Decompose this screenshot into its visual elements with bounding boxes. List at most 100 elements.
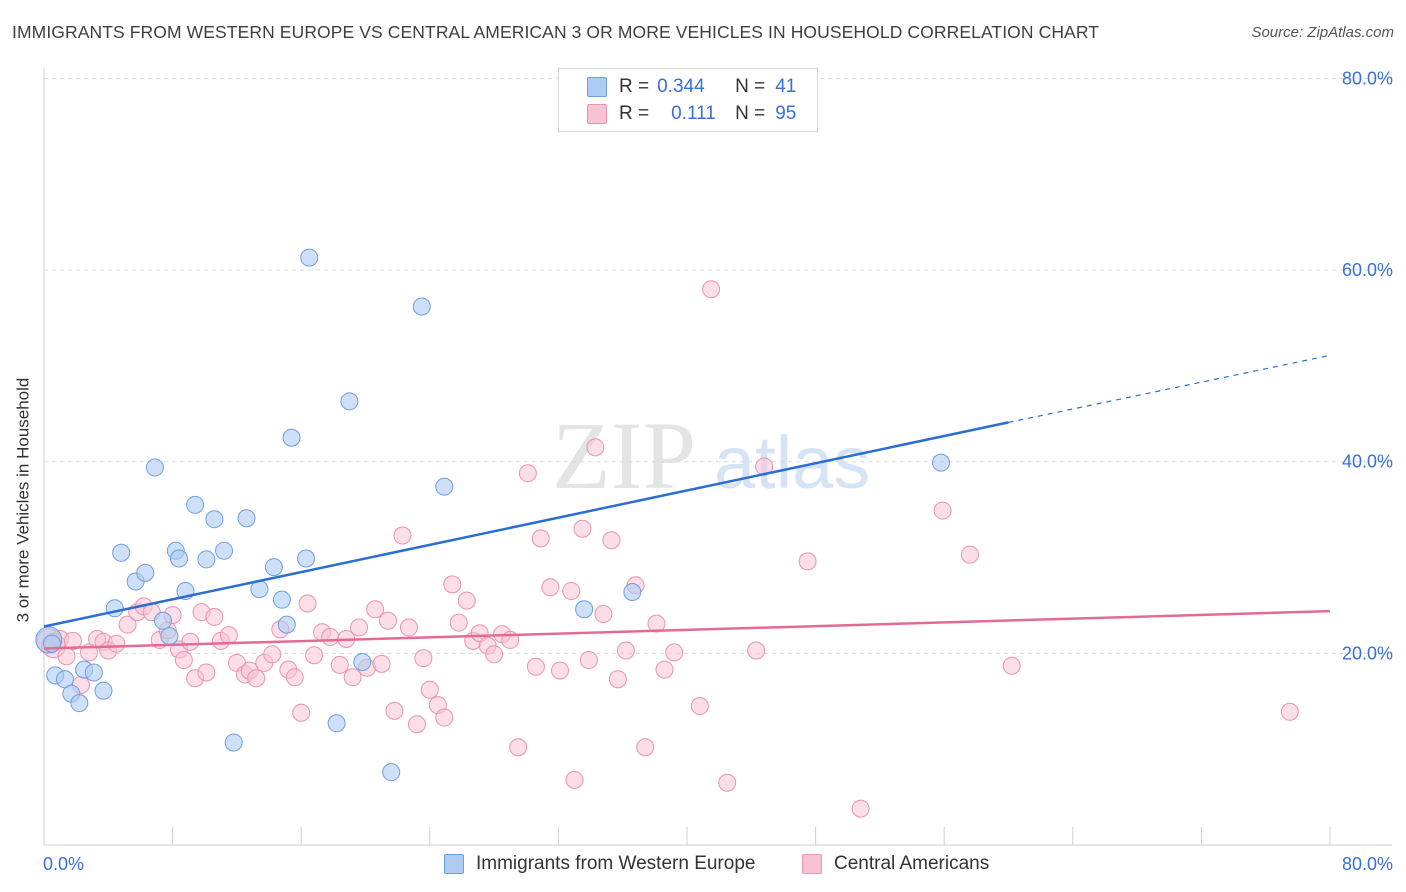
central-americans-point (321, 628, 340, 647)
series-swatch-pink (802, 854, 822, 874)
western-europe-point (94, 681, 113, 700)
series-legend-western-europe: Immigrants from Western Europe (444, 852, 755, 876)
central-americans-point (330, 655, 349, 674)
legend-r-value: 0.344 (657, 76, 705, 97)
central-americans-point (379, 611, 398, 630)
central-americans-point (485, 645, 504, 664)
western-europe-point (112, 543, 131, 562)
central-americans-point (702, 280, 721, 299)
western-europe-point (382, 763, 401, 782)
x-tick-label-min: 0.0% (43, 854, 84, 874)
central-americans-point (616, 641, 635, 660)
western-europe-points (35, 248, 950, 782)
central-americans-point (385, 701, 404, 720)
correlation-legend: R = 0.344 N = 41 R = 0.111 N = 95 (558, 68, 818, 132)
western-europe-point (435, 477, 454, 496)
central-americans-point (420, 680, 439, 699)
central-americans-point (960, 545, 979, 564)
central-americans-point (343, 668, 362, 687)
central-americans-point (63, 631, 82, 650)
tick-labels: 20.0% 40.0% 60.0% 80.0% 0.0% 80.0% (43, 68, 1393, 874)
western-europe-point (300, 248, 319, 267)
western-europe-point (224, 733, 243, 752)
central-americans-point (407, 715, 426, 734)
western-europe-point (264, 558, 283, 577)
western-europe-point (70, 694, 89, 713)
legend-n-value: 95 (775, 103, 797, 124)
western-europe-trend-line (43, 421, 1009, 628)
central-americans-point (562, 582, 581, 601)
western-europe-point (160, 627, 179, 646)
central-americans-point (181, 632, 200, 651)
central-americans-point (366, 600, 385, 619)
central-americans-point (457, 591, 476, 610)
legend-r-value: 0.111 (671, 103, 716, 124)
legend-n-value: 41 (775, 76, 797, 97)
y-tick-label-20: 20.0% (1342, 643, 1393, 663)
central-americans-point (747, 641, 766, 660)
legend-n-label: N = (735, 103, 766, 124)
grid-lines (44, 77, 1392, 654)
central-americans-point (565, 770, 584, 789)
central-americans-point (197, 663, 216, 682)
central-americans-point (219, 626, 238, 645)
series-name-central-americans: Central Americans (834, 853, 990, 874)
central-americans-point (435, 708, 454, 727)
central-americans-point (449, 613, 468, 632)
central-americans-point (174, 651, 193, 670)
series-name-western-europe: Immigrants from Western Europe (476, 853, 756, 874)
central-americans-point (443, 575, 462, 594)
western-europe-point (327, 714, 346, 733)
central-americans-point (647, 614, 666, 633)
central-americans-point (933, 501, 952, 520)
western-europe-point (277, 615, 296, 634)
central-americans-point (690, 697, 709, 716)
western-europe-point (205, 510, 224, 529)
central-americans-point (263, 645, 282, 664)
western-europe-point (105, 599, 124, 618)
legend-swatch-pink (587, 104, 607, 124)
central-americans-point (118, 615, 137, 634)
source-label: Source: ZipAtlas.com (1251, 24, 1394, 41)
western-europe-point (186, 495, 205, 514)
western-europe-point (145, 458, 164, 477)
western-europe-point (272, 590, 291, 609)
central-americans-point (414, 649, 433, 668)
y-tick-label-80: 80.0% (1342, 68, 1393, 88)
legend-row-pink: R = 0.111 N = 95 (587, 102, 796, 126)
western-europe-point (297, 549, 316, 568)
central-americans-point (586, 438, 605, 457)
western-europe-point (353, 652, 372, 671)
central-americans-point (518, 464, 537, 483)
legend-row-blue: R = 0.344 N = 41 (587, 75, 796, 99)
x-tick-label-max: 80.0% (1342, 854, 1393, 874)
central-americans-point (665, 643, 684, 662)
central-americans-point (399, 618, 418, 637)
central-americans-point (285, 668, 304, 687)
central-americans-point (205, 607, 224, 626)
central-americans-point (636, 738, 655, 757)
central-americans-point (247, 669, 266, 688)
central-americans-point (798, 552, 817, 571)
central-americans-point (579, 651, 598, 670)
central-americans-point (551, 661, 570, 680)
central-americans-point (594, 605, 613, 624)
central-americans-point (526, 657, 545, 676)
central-americans-point (107, 634, 126, 653)
western-europe-point (931, 453, 950, 472)
axes (43, 68, 1392, 846)
watermark-zip: ZIP (552, 402, 696, 509)
legend-swatch-blue (587, 77, 607, 97)
central-americans-point (573, 519, 592, 538)
central-americans-point (393, 526, 412, 545)
central-americans-point (1002, 656, 1021, 675)
central-americans-point (350, 618, 369, 637)
y-tick-label-60: 60.0% (1342, 260, 1393, 280)
western-europe-point (237, 509, 256, 528)
western-europe-point (412, 297, 431, 316)
legend-r-label: R = (619, 103, 650, 124)
watermark: ZIP atlas (552, 402, 870, 509)
central-americans-point (602, 531, 621, 550)
central-americans-trend-line (43, 609, 1331, 650)
